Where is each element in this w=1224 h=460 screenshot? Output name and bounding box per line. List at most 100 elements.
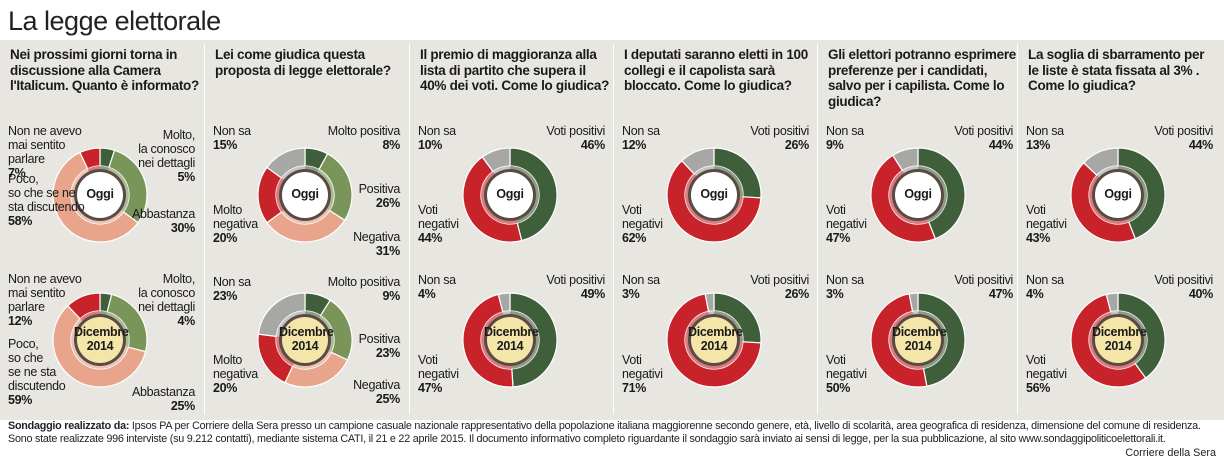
slice-annotation: Voti negativi 43% [1026, 203, 1126, 245]
slice-value: 44% [988, 138, 1013, 152]
slice-value: 47% [418, 381, 443, 395]
slice-annotation: Molto positiva 8% [290, 124, 401, 152]
slice-label: Non sa [418, 124, 456, 138]
slice-value: 40% [1188, 287, 1213, 301]
slice-value: 44% [1188, 138, 1213, 152]
slice-label: Voti negativi [1026, 203, 1067, 231]
slice-label: Non sa [826, 273, 864, 287]
slice-annotation: Voti positivi 26% [699, 273, 809, 301]
slice-annotation: Poco, so che se ne sta discutendo 58% [8, 172, 108, 228]
donut-center [1095, 172, 1141, 218]
slice-annotation: Non sa 13% [1026, 124, 1126, 152]
slice-annotation: Non sa 15% [213, 124, 313, 152]
slice-value: 47% [988, 287, 1013, 301]
slice-value: 20% [213, 231, 238, 245]
slice-value: 49% [580, 287, 605, 301]
chart-question: Il premio di maggioranza alla lista di p… [420, 47, 610, 93]
slice-annotation: Poco, so che se ne sta discutendo 59% [8, 337, 108, 407]
slice-annotation: Voti negativi 62% [622, 203, 722, 245]
slice-label: Voti negativi [418, 353, 459, 381]
donut-center [895, 317, 941, 363]
slice-value: 3% [622, 287, 640, 301]
donut-inner-slice [684, 173, 743, 224]
slice-value: 30% [170, 221, 195, 235]
donut-center [487, 172, 533, 218]
slice-label: Voti positivi [750, 124, 809, 138]
slice-label: Abbastanza [131, 385, 195, 399]
slice-annotation: Abbastanza 25% [85, 385, 195, 413]
slice-label: Molto, la conosco nei dettagli [138, 128, 195, 170]
slice-label: Voti positivi [1154, 273, 1213, 287]
slice-label: Voti negativi [622, 353, 663, 381]
slice-label: Voti positivi [1154, 124, 1213, 138]
slice-label: Voti negativi [622, 203, 663, 231]
slice-label: Non ne avevo mai sentito parlare [8, 124, 82, 166]
slice-annotation: Voti positivi 49% [495, 273, 605, 301]
column-divider [204, 44, 205, 414]
slice-annotation: Voti positivi 46% [495, 124, 605, 152]
source-credit: Corriere della Sera [1125, 447, 1216, 459]
slice-value: 4% [1026, 287, 1044, 301]
chart-question: La soglia di sbarramento per le liste è … [1028, 47, 1205, 93]
slice-label: Non sa [418, 273, 456, 287]
slice-value: 5% [177, 170, 196, 184]
slice-annotation: Voti positivi 47% [903, 273, 1013, 301]
slice-annotation: Voti negativi 47% [418, 353, 518, 395]
donut-center-label: Oggi [496, 187, 524, 201]
slice-label: Negativa [353, 378, 400, 392]
slice-annotation: Non ne avevo mai sentito parlare 12% [8, 272, 108, 328]
donut-inner-slice [714, 166, 743, 197]
slice-value: 25% [375, 392, 400, 406]
slice-value: 9% [826, 138, 844, 152]
slice-value: 4% [177, 314, 196, 328]
slice-annotation: Voti negativi 50% [826, 353, 926, 395]
slice-annotation: Non sa 12% [622, 124, 722, 152]
column-divider [1017, 44, 1018, 414]
slice-label: Voti positivi [750, 273, 809, 287]
slice-label: Voti positivi [954, 273, 1013, 287]
donut-center [282, 317, 328, 363]
slice-label: Non sa [826, 124, 864, 138]
slice-annotation: Non sa 4% [418, 273, 518, 301]
slice-annotation: Positiva 23% [290, 332, 401, 360]
slice-label: Non ne avevo mai sentito parlare [8, 272, 82, 314]
slice-annotation: Non sa 10% [418, 124, 518, 152]
slice-value: 59% [8, 393, 33, 407]
slice-label: Molto positiva [327, 275, 401, 289]
slice-value: 12% [622, 138, 647, 152]
page-title: La legge elettorale [8, 6, 221, 36]
slice-annotation: Voti positivi 26% [699, 124, 809, 152]
slice-value: 46% [580, 138, 605, 152]
slice-value: 10% [418, 138, 443, 152]
slice-annotation: Voti positivi 44% [903, 124, 1013, 152]
slice-label: Abbastanza [131, 207, 195, 221]
slice-annotation: Molto, la conosco nei dettagli 4% [85, 272, 195, 328]
slice-label: Non sa [1026, 124, 1064, 138]
slice-annotation: Voti negativi 44% [418, 203, 518, 245]
donut-center-label: Dicembre 2014 [1092, 325, 1147, 353]
slice-value: 13% [1026, 138, 1051, 152]
slice-label: Non sa [1026, 273, 1064, 287]
donut-center [487, 317, 533, 363]
donut-center-label: Dicembre 2014 [892, 325, 947, 353]
donut-inner-slice [714, 311, 743, 342]
slice-value: 26% [784, 138, 809, 152]
slice-annotation: Molto positiva 9% [290, 275, 401, 303]
chart-question: Nei prossimi giorni torna in discussione… [10, 47, 199, 93]
slice-label: Non sa [213, 275, 251, 289]
slice-annotation: Voti positivi 44% [1103, 124, 1213, 152]
slice-annotation: Molto, la conosco nei dettagli 5% [85, 128, 195, 184]
slice-annotation: Molto negativa 20% [213, 203, 313, 245]
slice-value: 71% [622, 381, 647, 395]
slice-value: 7% [8, 166, 26, 180]
donut-center-label: Oggi [1104, 187, 1132, 201]
donut-center [691, 317, 737, 363]
slice-value: 50% [826, 381, 851, 395]
slice-annotation: Voti negativi 47% [826, 203, 926, 245]
slice-value: 25% [170, 399, 195, 413]
slice-label: Negativa [353, 230, 400, 244]
slice-label: Voti negativi [418, 203, 459, 231]
slice-value: 15% [213, 138, 238, 152]
